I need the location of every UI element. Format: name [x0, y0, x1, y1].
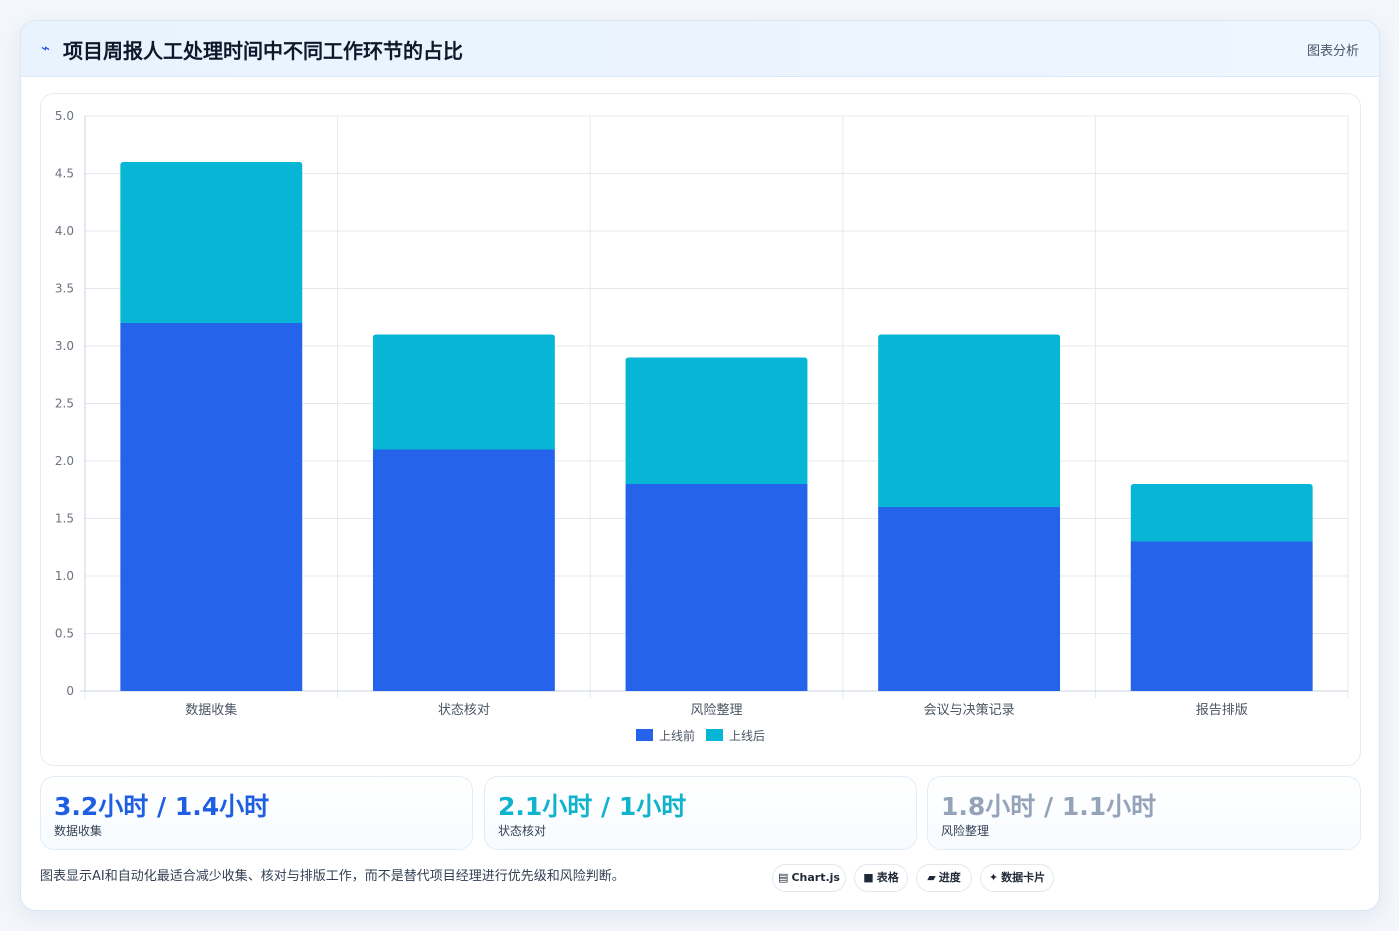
bar-上线后-报告排版: [1130, 484, 1313, 542]
y-tick-label: 1.5: [55, 512, 74, 526]
x-tick-label: 报告排版: [1196, 703, 1248, 718]
card-header: ⌁ 项目周报人工处理时间中不同工作环节的占比 图表分析: [21, 21, 1379, 77]
pill-label: Chart.js: [791, 871, 840, 884]
pill-chartjs[interactable]: ▤ Chart.js: [772, 864, 846, 892]
stat-value: 1.8小时 / 1.1小时: [941, 792, 1157, 821]
bar-上线前-报告排版: [1130, 541, 1313, 691]
y-tick-label: 0.5: [55, 627, 74, 641]
legend-label: 上线后: [729, 729, 765, 743]
y-tick-label: 2.0: [55, 454, 74, 468]
x-tick-label: 风险整理: [690, 703, 742, 718]
footer-note: 图表显示AI和自动化最适合减少收集、核对与排版工作，而不是替代项目经理进行优先级…: [40, 869, 625, 884]
bar-上线前-数据收集: [120, 323, 303, 691]
pill-label: 表格: [876, 871, 899, 884]
bar-上线后-风险整理: [625, 357, 808, 484]
chart-analysis-label[interactable]: 图表分析: [1306, 44, 1359, 59]
bar-上线前-会议与决策记录: [878, 507, 1061, 691]
y-tick-label: 1.0: [55, 569, 74, 583]
stat-card-1: 3.2小时 / 1.4小时 数据收集: [40, 776, 473, 850]
stat-card-2: 2.1小时 / 1小时 状态核对: [484, 776, 917, 850]
pill-progress[interactable]: ▰ 进度: [916, 864, 972, 892]
stacked-bar-chart: 0 0.5 1.0 1.5 2.0 2.5 3.0 3.5 4.0 4.5 5.0 数据收集 状态核对 风…: [55, 109, 1349, 743]
y-tick-label: 4.0: [55, 224, 74, 238]
table-icon: ■: [863, 871, 874, 884]
stat-label: 风险整理: [941, 824, 990, 838]
stat-card-3: 1.8小时 / 1.1小时 风险整理: [927, 776, 1361, 850]
legend-swatch: [636, 729, 653, 741]
stat-value: 2.1小时 / 1小时: [498, 792, 687, 821]
pill-data-card[interactable]: ✦ 数据卡片: [980, 864, 1054, 892]
y-tick-label: 3.5: [55, 282, 74, 296]
bar-上线前-风险整理: [625, 484, 808, 691]
y-tick-label: 4.5: [55, 167, 74, 181]
y-tick-label: 3.0: [55, 339, 74, 353]
pill-label: 数据卡片: [1001, 871, 1046, 884]
sparkle-icon: ✦: [988, 871, 999, 884]
x-tick-label: 数据收集: [185, 702, 237, 718]
y-tick-label: 0: [66, 684, 74, 698]
stat-value: 3.2小时 / 1.4小时: [54, 792, 270, 821]
stat-label: 状态核对: [498, 824, 547, 838]
legend-label: 上线前: [659, 728, 695, 743]
chart-icon: ▤: [778, 871, 789, 884]
pill-table[interactable]: ■ 表格: [854, 864, 908, 892]
progress-icon: ▰: [927, 871, 936, 884]
x-tick-label: 会议与决策记录: [924, 702, 1015, 718]
bar-上线前-状态核对: [372, 449, 555, 691]
bar-上线后-会议与决策记录: [878, 334, 1061, 507]
chart-title: 项目周报人工处理时间中不同工作环节的占比: [63, 39, 463, 63]
legend-swatch: [706, 729, 723, 741]
y-tick-label: 2.5: [55, 397, 74, 411]
stat-label: 数据收集: [54, 824, 103, 838]
chart-card: ⌁ 项目周报人工处理时间中不同工作环节的占比 图表分析 0 0.5 1.0 1.5 2.…: [20, 20, 1380, 911]
pill-label: 进度: [938, 871, 961, 884]
x-tick-label: 状态核对: [438, 703, 490, 718]
bar-上线后-状态核对: [372, 334, 555, 450]
chart-panel: 0 0.5 1.0 1.5 2.0 2.5 3.0 3.5 4.0 4.5 5.0 数据收集 状态核对 风…: [40, 93, 1361, 766]
bar-上线后-数据收集: [120, 162, 303, 323]
y-tick-label: 5.0: [55, 109, 74, 123]
sparkline-icon: ⌁: [41, 39, 51, 57]
